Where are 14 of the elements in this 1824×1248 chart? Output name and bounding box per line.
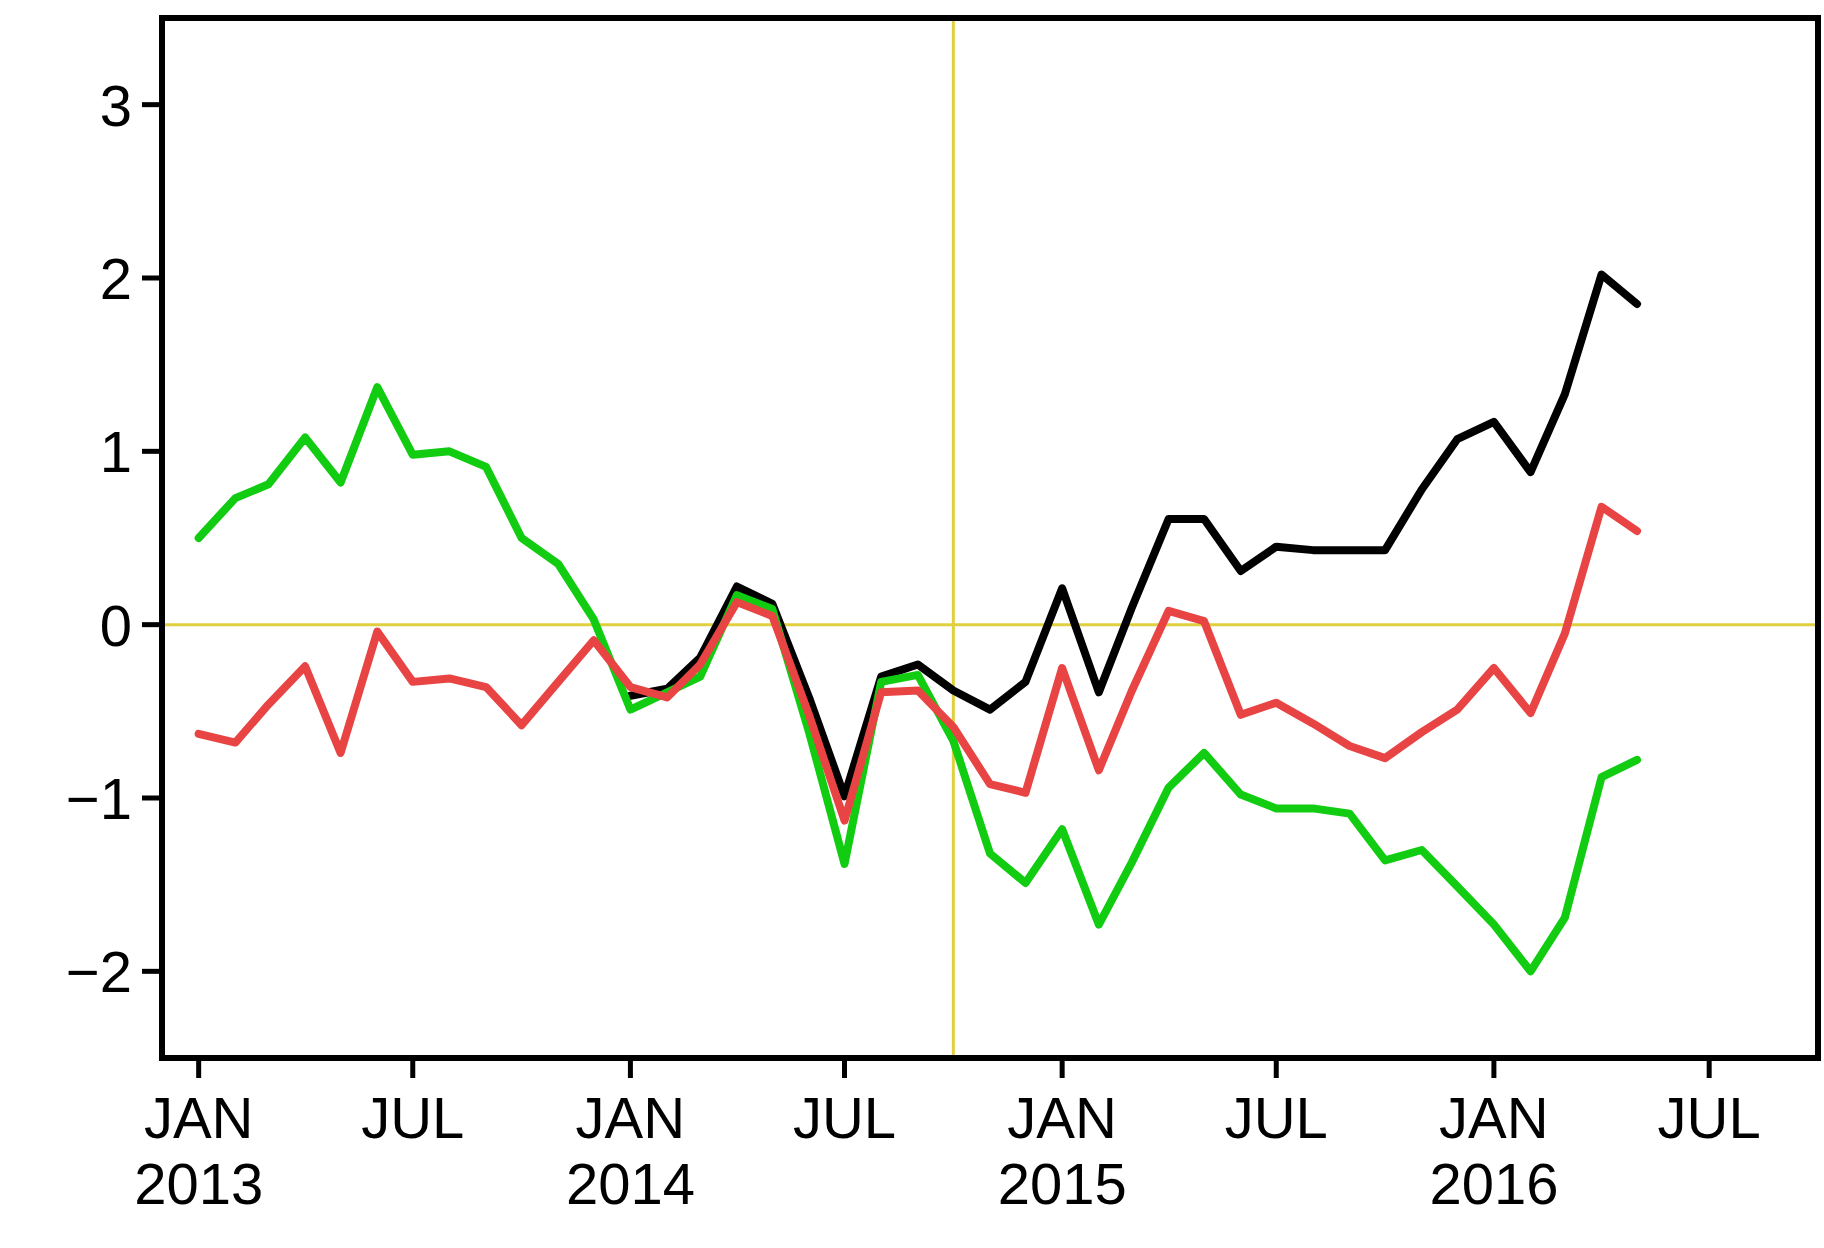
y-tick-label: 1	[99, 419, 132, 485]
x-tick-label: JAN 2015	[997, 1085, 1127, 1216]
x-tick-label: JUL	[361, 1085, 465, 1150]
x-tick-label: JAN 2014	[565, 1085, 695, 1216]
y-tick-label: 2	[99, 245, 132, 311]
y-tick-label: −1	[65, 765, 132, 831]
x-tick-label: JAN 2016	[1429, 1085, 1559, 1216]
y-tick-label: 3	[99, 72, 132, 138]
y-tick-label: 0	[99, 592, 132, 658]
x-tick-label: JUL	[1224, 1085, 1328, 1150]
x-tick-label: JUL	[792, 1085, 897, 1150]
y-tick-label: −2	[65, 939, 132, 1005]
x-tick-label: JAN 2013	[134, 1085, 264, 1216]
x-tick-label: JUL	[1657, 1085, 1761, 1150]
